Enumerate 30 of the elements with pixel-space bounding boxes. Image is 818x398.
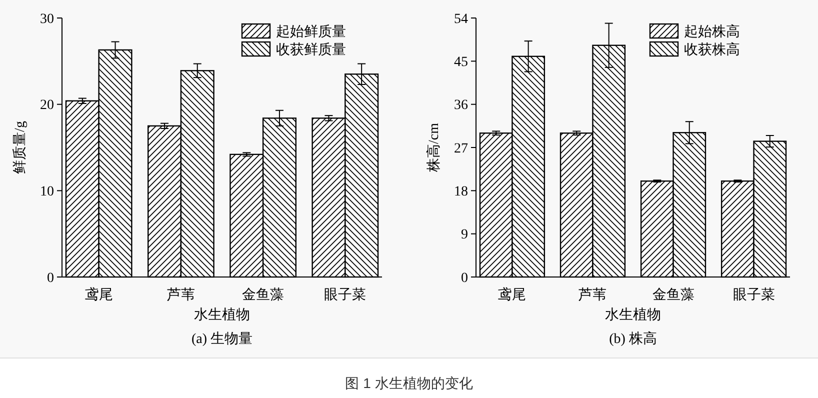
legend-label: 收获鲜质量 — [276, 42, 346, 58]
legend-label: 起始株高 — [684, 24, 740, 40]
text: (a) 生物量 — [191, 331, 253, 347]
x-axis-title: 水生植物 — [194, 307, 250, 323]
x-tick-label: 芦苇 — [578, 287, 607, 303]
y-tick-label: 18 — [454, 184, 468, 200]
x-tick-label: 金鱼藻 — [652, 287, 694, 303]
x-tick-label: 芦苇 — [166, 287, 195, 303]
y-tick-label: 27 — [454, 141, 468, 156]
caption: 图 1 水生植物的变化 — [345, 375, 473, 391]
y-tick-label: 0 — [47, 270, 54, 286]
y-axis-title: 鲜质量/g — [12, 121, 28, 174]
y-tick-label: 36 — [454, 98, 468, 114]
x-tick-label: 金鱼藻 — [242, 287, 284, 303]
x-tick-label: 眼子菜 — [324, 287, 366, 303]
legend-label: 起始鲜质量 — [276, 24, 346, 40]
x-tick-label: 眼子菜 — [732, 287, 775, 303]
x-tick-label: 鸢尾 — [84, 287, 113, 303]
y-axis-title: 株高/cm — [426, 122, 442, 173]
y-tick-label: 0 — [461, 270, 468, 286]
y-tick-label: 54 — [454, 12, 468, 27]
y-tick-label: 10 — [40, 184, 54, 200]
x-axis-title: 水生植物 — [605, 307, 661, 323]
y-tick-label: 30 — [40, 12, 54, 27]
y-tick-label: 9 — [461, 228, 468, 243]
x-tick-label: 鸢尾 — [498, 287, 526, 303]
text: (b) 株高 — [609, 331, 657, 347]
legend-label: 收获株高 — [684, 42, 740, 58]
y-tick-label: 20 — [40, 98, 54, 114]
y-tick-label: 45 — [454, 55, 468, 70]
